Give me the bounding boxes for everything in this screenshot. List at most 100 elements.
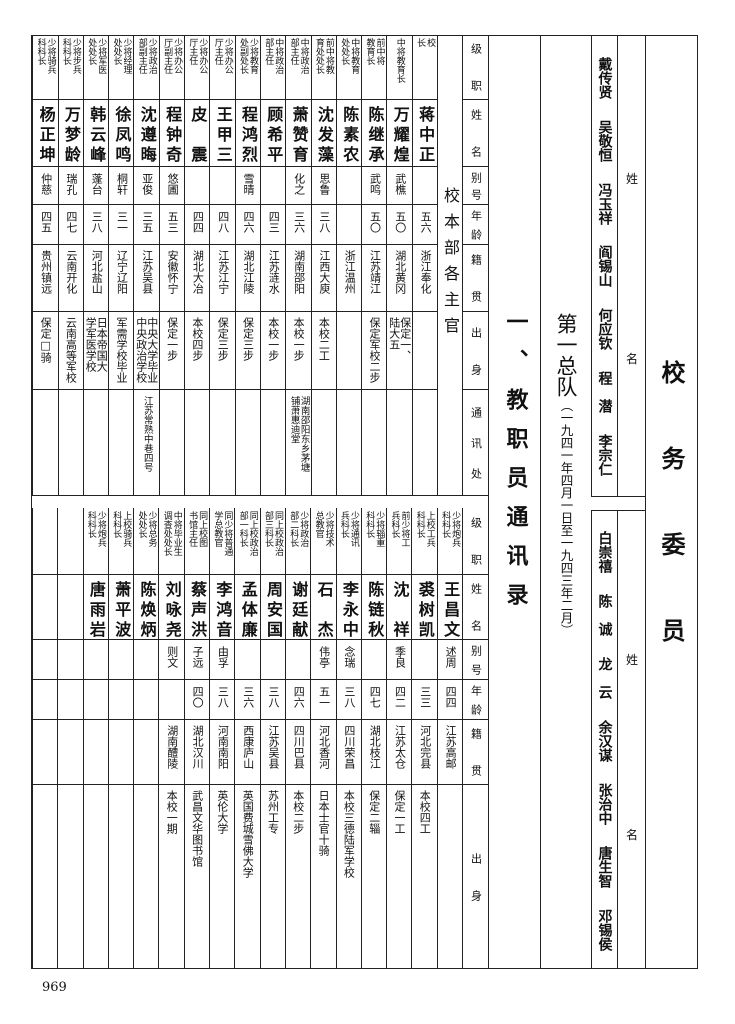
group-label-text: 校本部各主官 — [441, 187, 460, 343]
cell-name: 谢廷献 — [284, 575, 311, 640]
staff-rank: 少将办公 厅副主任 — [162, 38, 183, 74]
header-cell: 姓名 — [462, 100, 488, 167]
cell-addr — [32, 390, 58, 496]
staff-addr: 江苏常熟中巷四号 — [141, 396, 153, 472]
cell-rank: 中将教育 处处长 — [335, 35, 362, 100]
staff-edu: 本校二步 — [291, 790, 305, 834]
header-label: 通讯处 — [469, 406, 483, 479]
cell-alias: 则文 — [158, 640, 185, 680]
staff-edu: 中央大学毕业 中央政治学校 — [134, 317, 159, 383]
cell-origin: 湖北大冶 — [184, 245, 210, 312]
staff-origin: 江苏江宁 — [216, 250, 230, 294]
cell-edu: 本校一步 — [259, 312, 286, 390]
staff-edu: 军需学校毕业 — [114, 317, 128, 383]
cell-alias: 由孚 — [209, 640, 235, 680]
staff-name: 萧平波 — [112, 581, 132, 637]
staff-rank: 校 长 — [415, 38, 436, 47]
cell-addr — [234, 390, 261, 496]
committee-member-name: 唐生智 — [596, 846, 613, 888]
staff-rank: 少将政治 部二科长 — [288, 511, 309, 547]
staff-name: 刘咏尧 — [162, 581, 182, 637]
staff-age: 四〇 — [191, 686, 205, 708]
staff-rank: 少将步兵 科科长 — [60, 38, 81, 74]
label-surname: 姓 — [626, 653, 639, 667]
group-label: 校本部各主官 — [437, 35, 462, 496]
staff-age: 四五 — [39, 211, 53, 233]
cell-age: 三八 — [310, 205, 337, 245]
cell-age — [57, 680, 83, 720]
committee-name-label-bottom: 姓 名 — [617, 510, 645, 969]
header-label: 姓名 — [469, 109, 483, 157]
cell-origin: 湖南邵阳 — [285, 245, 311, 312]
staff-origin: 湖北黄冈 — [393, 250, 407, 294]
cell-edu: 本校四步 — [184, 312, 210, 390]
staff-age: 三八 — [266, 686, 280, 708]
staff-origin: 湖南邵阳 — [292, 250, 306, 294]
staff-age: 四四 — [444, 686, 458, 708]
header-cell: 籍贯 — [462, 245, 488, 312]
cell-age: 三八 — [259, 680, 286, 720]
staff-origin: 浙江温州 — [343, 250, 357, 294]
staff-edu: 本校四工 — [418, 790, 432, 834]
staff-age: 四六 — [241, 211, 255, 233]
staff-origin: 河北盐山 — [90, 250, 104, 294]
staff-alias: 子远 — [191, 646, 205, 668]
staff-age: 三三 — [418, 686, 432, 708]
staff-age: 四二 — [393, 686, 407, 708]
staff-rank: 上校工兵 科科长 — [414, 511, 435, 547]
staff-rank: 中将教育长 — [394, 38, 405, 83]
staff-name: 周安国 — [263, 581, 283, 637]
cell-edu: 保定二辎 — [360, 785, 387, 969]
cell-edu — [335, 312, 362, 390]
cell-age — [158, 680, 185, 720]
cell-name: 石 杰 — [310, 575, 336, 640]
header-cell: 别号 — [462, 640, 488, 680]
cell-edu: 保定三步 — [234, 312, 261, 390]
page-number: 969 — [42, 980, 67, 995]
label-given-name: 名 — [626, 828, 639, 842]
cell-rank: 少将辎重 科科长 — [360, 508, 387, 575]
staff-age: 三八 — [216, 686, 230, 708]
staff-origin: 江苏涟水 — [267, 250, 281, 294]
cell-alias — [133, 640, 159, 680]
cell-rank: 少将经理 处处长 — [108, 35, 134, 100]
cell-rank: 少将教育 处副处长 — [234, 35, 261, 100]
staff-rank: 前中将教 育处处长 — [313, 38, 334, 74]
staff-alias: 武樵 — [393, 173, 407, 195]
staff-name: 皮 震 — [188, 106, 208, 162]
cell-edu: 本校三德陆军学校 — [335, 785, 362, 969]
cell-edu — [31, 785, 58, 969]
committee-member-name: 余汉谋 — [596, 720, 613, 762]
cell-age — [82, 680, 109, 720]
cell-age: 五一 — [310, 680, 336, 720]
unit-title-period: （一九四一年四月一日至一九四三年二月） — [558, 399, 574, 637]
cell-edu: 日本帝国大 学军医学校 — [82, 312, 109, 390]
cell-edu: 保定军校二步 — [361, 312, 387, 390]
cell-rank: 上校工兵 科科长 — [411, 508, 438, 575]
staff-rank: 少将炮兵 科科长 — [85, 511, 106, 547]
cell-edu — [57, 785, 83, 969]
staff-edu: 保定三步 — [216, 317, 230, 361]
cell-alias — [259, 640, 286, 680]
staff-age: 五〇 — [368, 211, 382, 233]
staff-name: 裘树凯 — [415, 581, 435, 637]
header-cell: 年龄 — [462, 680, 488, 720]
cell-alias: 武樵 — [386, 167, 413, 205]
staff-edu: 英国费城雪佛大学 — [241, 790, 255, 878]
cell-name: 李永中 — [335, 575, 362, 640]
staff-edu: 英伦大学 — [215, 790, 229, 834]
header-cell: 姓名 — [462, 575, 488, 640]
cell-name: 杨正坤 — [32, 100, 58, 167]
cell-addr: 江苏常熟中巷四号 — [133, 390, 160, 496]
cell-origin: 河北香河 — [310, 720, 336, 785]
committee-title: 校务委员 — [645, 35, 697, 969]
staff-age: 五三 — [166, 211, 180, 233]
cell-origin: 西康庐山 — [234, 720, 261, 785]
staff-alias: 桐轩 — [115, 173, 129, 195]
staff-rank: 少将辎重 科科长 — [364, 511, 385, 547]
cell-rank: 同上校图 书馆主任 — [183, 508, 210, 575]
cell-edu: 本校一期 — [158, 785, 185, 969]
cell-alias — [209, 167, 236, 205]
staff-rank: 少将经理 处处长 — [111, 38, 132, 74]
staff-age: 四七 — [368, 686, 382, 708]
